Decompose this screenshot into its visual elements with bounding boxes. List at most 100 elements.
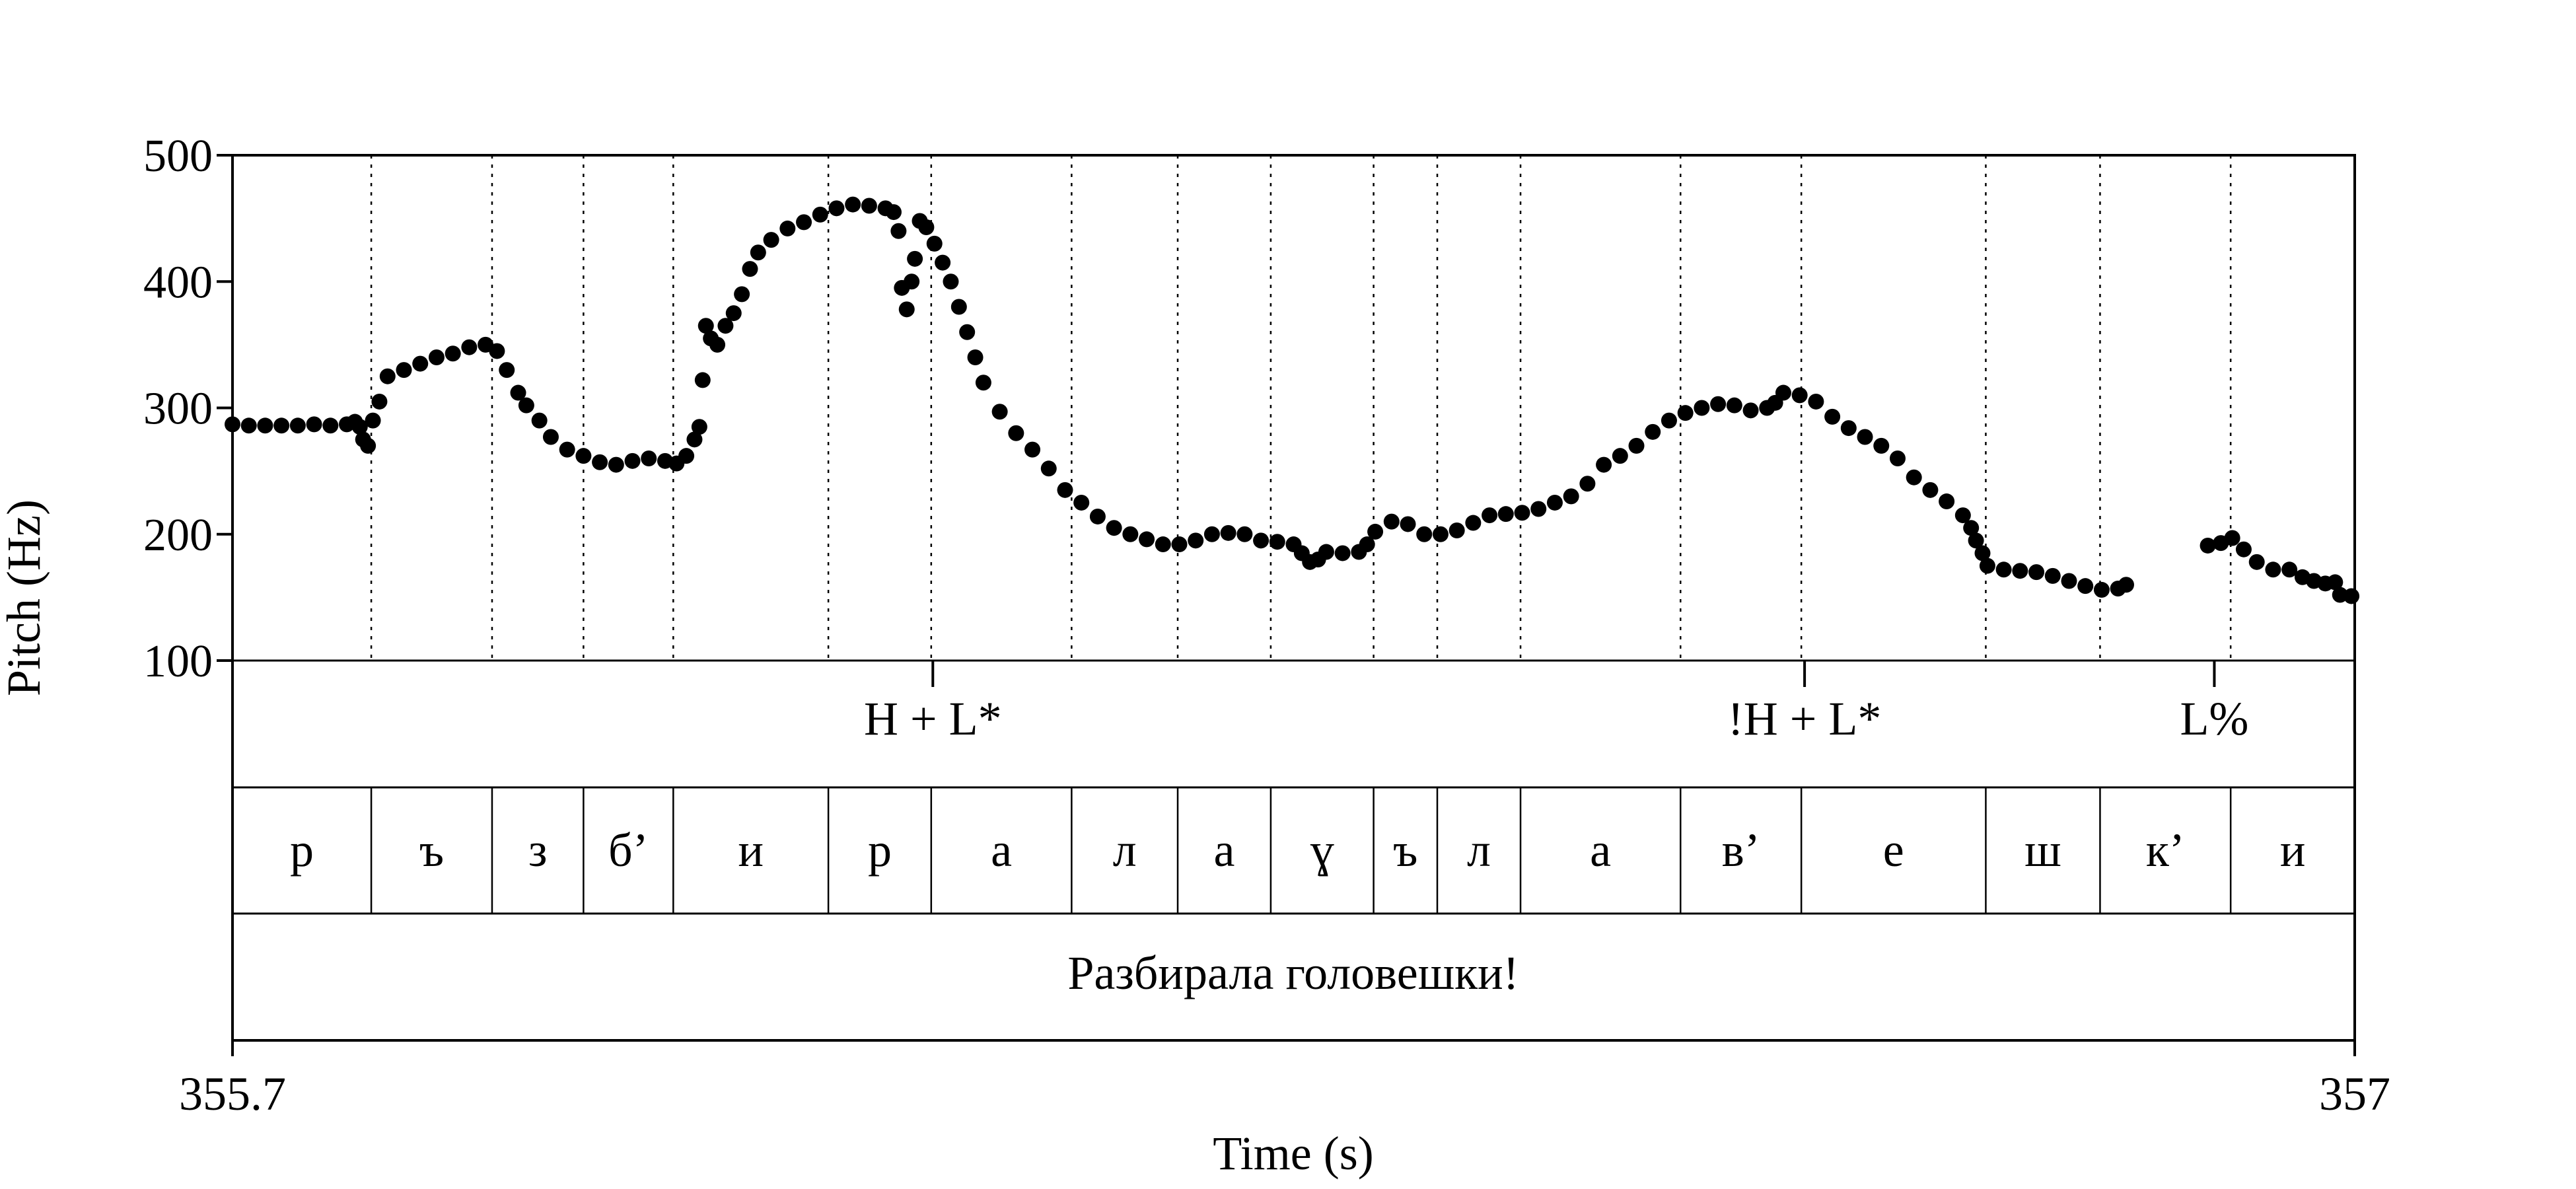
pitch-point-35 [678, 448, 695, 464]
pitch-point-158 [2332, 587, 2348, 603]
pitch-point-87 [1269, 534, 1285, 550]
pitch-point-6 [322, 417, 339, 434]
pitch-point-118 [1726, 397, 1742, 414]
pitch-point-114 [1661, 412, 1677, 429]
pitch-point-1 [240, 417, 257, 434]
pitch-point-53 [861, 198, 877, 214]
pitch-point-15 [396, 362, 412, 378]
segment-label-10: ъ [1393, 824, 1417, 877]
pitch-point-37 [691, 419, 707, 435]
pitch-point-133 [1954, 507, 1971, 524]
pitch-point-117 [1710, 396, 1727, 412]
pitch-point-3 [273, 417, 290, 434]
pitch-point-39 [698, 318, 714, 334]
pitch-point-81 [1171, 536, 1188, 553]
y-tick-label-200: 200 [143, 510, 213, 561]
pitch-point-49 [796, 214, 812, 231]
pitch-point-150 [2235, 541, 2252, 558]
x-tick-label-0: 355.7 [179, 1067, 286, 1120]
pitch-point-30 [608, 456, 624, 473]
pitch-point-16 [412, 355, 429, 372]
pitch-point-72 [1024, 441, 1041, 458]
y-axis-label: Pitch (Hz) [0, 499, 50, 696]
pitch-point-146 [2118, 577, 2134, 593]
y-tick-label-500: 500 [143, 131, 213, 182]
pitch-point-106 [1530, 501, 1547, 517]
pitch-point-51 [828, 200, 845, 217]
pitch-point-71 [1008, 425, 1024, 441]
pitch-point-13 [371, 393, 388, 410]
chart-frame [231, 154, 2356, 1042]
pitch-point-107 [1546, 494, 1563, 511]
pitch-point-79 [1139, 531, 1155, 548]
pitch-point-76 [1089, 508, 1106, 524]
pitch-point-69 [975, 375, 991, 391]
pitch-point-92 [1318, 544, 1334, 560]
pitch-point-65 [943, 273, 959, 290]
segment-label-6: а [991, 824, 1012, 877]
pitch-point-59 [904, 273, 920, 290]
pitch-point-11 [360, 437, 376, 454]
segment-label-9: ɣ [1310, 824, 1334, 877]
pitch-point-84 [1220, 524, 1236, 541]
tone-label-1: !H + L* [1728, 692, 1882, 745]
pitch-point-28 [575, 448, 592, 464]
pitch-point-96 [1367, 523, 1384, 540]
segment-label-2: з [528, 824, 547, 877]
pitch-point-86 [1253, 532, 1270, 549]
pitch-point-55 [885, 204, 902, 221]
segment-label-15: ш [2024, 824, 2061, 877]
pitch-point-141 [2044, 567, 2061, 584]
pitch-point-50 [812, 206, 828, 223]
pitch-point-95 [1359, 536, 1375, 553]
pitch-point-99 [1416, 526, 1433, 542]
segment-label-11: л [1467, 824, 1491, 877]
segment-label-17: и [2280, 824, 2306, 877]
pitch-point-14 [379, 368, 396, 384]
pitch-point-130 [1906, 469, 1922, 486]
pitch-point-116 [1694, 400, 1710, 416]
pitch-point-25 [531, 412, 548, 429]
pitch-point-68 [967, 349, 984, 365]
pitch-point-63 [926, 235, 943, 252]
pitch-point-58 [898, 301, 915, 318]
pitch-point-52 [845, 196, 861, 213]
pitch-point-82 [1188, 532, 1204, 549]
pitch-point-100 [1432, 526, 1449, 542]
pitch-point-110 [1596, 456, 1612, 473]
pitch-point-18 [445, 345, 461, 362]
pitch-point-12 [365, 412, 381, 429]
pitch-point-109 [1579, 476, 1596, 492]
y-tick-label-100: 100 [143, 636, 213, 687]
axes-group [217, 154, 2356, 1056]
pitch-point-21 [489, 343, 505, 359]
pitch-point-127 [1857, 429, 1873, 445]
pitch-point-4 [289, 417, 306, 434]
pitch-point-48 [779, 220, 796, 236]
pitch-point-131 [1922, 482, 1939, 498]
pitch-point-138 [1995, 561, 2012, 578]
pitch-point-119 [1742, 402, 1759, 419]
pitch-point-78 [1122, 526, 1139, 542]
pitch-point-152 [2265, 561, 2281, 578]
pitch-point-44 [734, 286, 750, 303]
pitch-point-104 [1497, 506, 1514, 522]
x-axis-label: Time (s) [1213, 1127, 1373, 1180]
pitch-point-42 [717, 318, 734, 334]
segment-label-16: к’ [2146, 824, 2185, 877]
pitch-point-111 [1612, 448, 1628, 464]
pitch-point-47 [763, 232, 779, 248]
pitch-point-36 [686, 431, 703, 448]
pitch-point-137 [1979, 558, 1995, 574]
pitch-point-19 [461, 339, 478, 355]
pitch-point-122 [1775, 384, 1791, 401]
pitch-point-151 [2248, 554, 2265, 570]
pitch-point-70 [991, 404, 1008, 420]
pitch-point-32 [641, 450, 657, 466]
pitch-point-124 [1808, 393, 1824, 410]
pitch-point-80 [1155, 536, 1171, 553]
pitch-point-140 [2028, 564, 2045, 581]
pitch-point-144 [2093, 581, 2110, 598]
x-tick-label-1: 357 [2319, 1067, 2390, 1120]
